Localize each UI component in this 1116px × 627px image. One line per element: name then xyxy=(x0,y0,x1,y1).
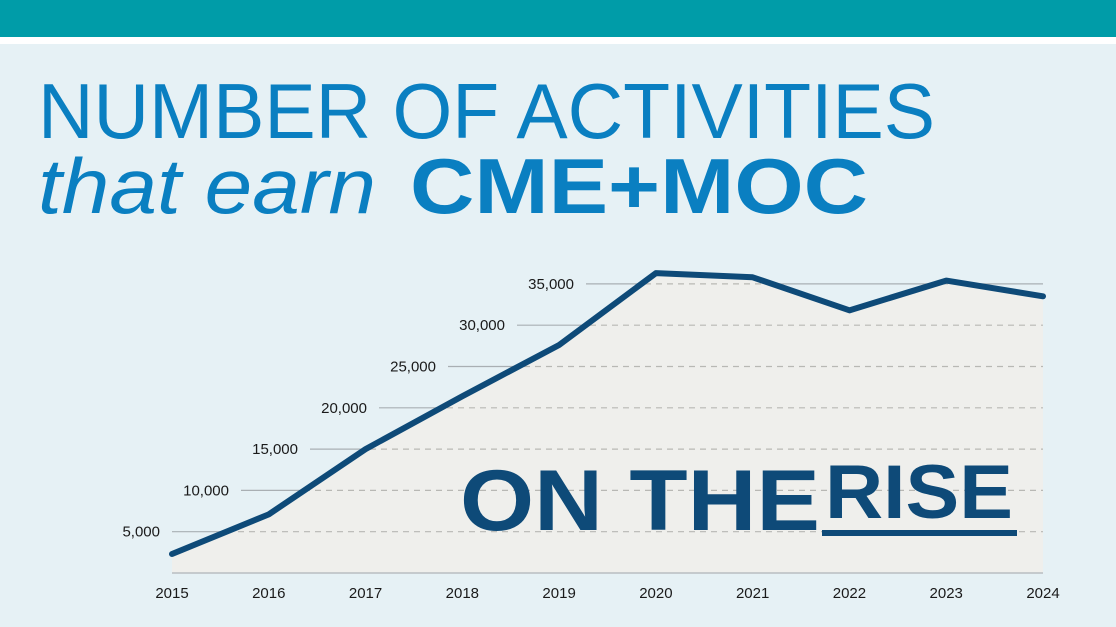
top-bar xyxy=(0,0,1116,37)
x-tick-label: 2016 xyxy=(252,585,285,602)
y-tick-label: 35,000 xyxy=(528,276,574,293)
x-tick-label: 2017 xyxy=(349,585,382,602)
x-tick-label: 2018 xyxy=(446,585,479,602)
area-fill xyxy=(172,273,1043,573)
x-tick-label: 2023 xyxy=(930,585,963,602)
annotation-underline xyxy=(822,530,1017,536)
x-tick-label: 2020 xyxy=(639,585,672,602)
series-line xyxy=(169,270,1046,558)
y-tick-label: 5,000 xyxy=(122,524,160,541)
top-bar-divider xyxy=(0,37,1116,44)
annotation-rise: RISE xyxy=(825,450,1013,535)
y-tick-label: 10,000 xyxy=(183,482,229,499)
title-line-1: NUMBER OF ACTIVITIES xyxy=(38,67,935,155)
y-axis-labels: 5,000 10,000 15,000 20,000 25,000 30,000 35,00… xyxy=(122,276,574,541)
y-tick-label: 20,000 xyxy=(321,400,367,417)
x-tick-label: 2015 xyxy=(155,585,188,602)
x-tick-label: 2021 xyxy=(736,585,769,602)
x-axis-labels: 2015 2016 2017 2018 2019 2020 2021 2022 2023 2024 xyxy=(155,585,1059,602)
x-tick-label: 2022 xyxy=(833,585,866,602)
y-tick-label: 30,000 xyxy=(459,317,505,334)
x-tick-label: 2024 xyxy=(1026,585,1059,602)
annotation-on-the: ON THE xyxy=(460,453,820,549)
x-tick-label: 2019 xyxy=(542,585,575,602)
title-prefix: that earn xyxy=(38,142,376,230)
title-emphasis: CME+MOC xyxy=(410,142,868,230)
y-tick-label: 15,000 xyxy=(252,441,298,458)
y-tick-label: 25,000 xyxy=(390,359,436,376)
title-line-2: that earn CME+MOC xyxy=(38,142,868,230)
